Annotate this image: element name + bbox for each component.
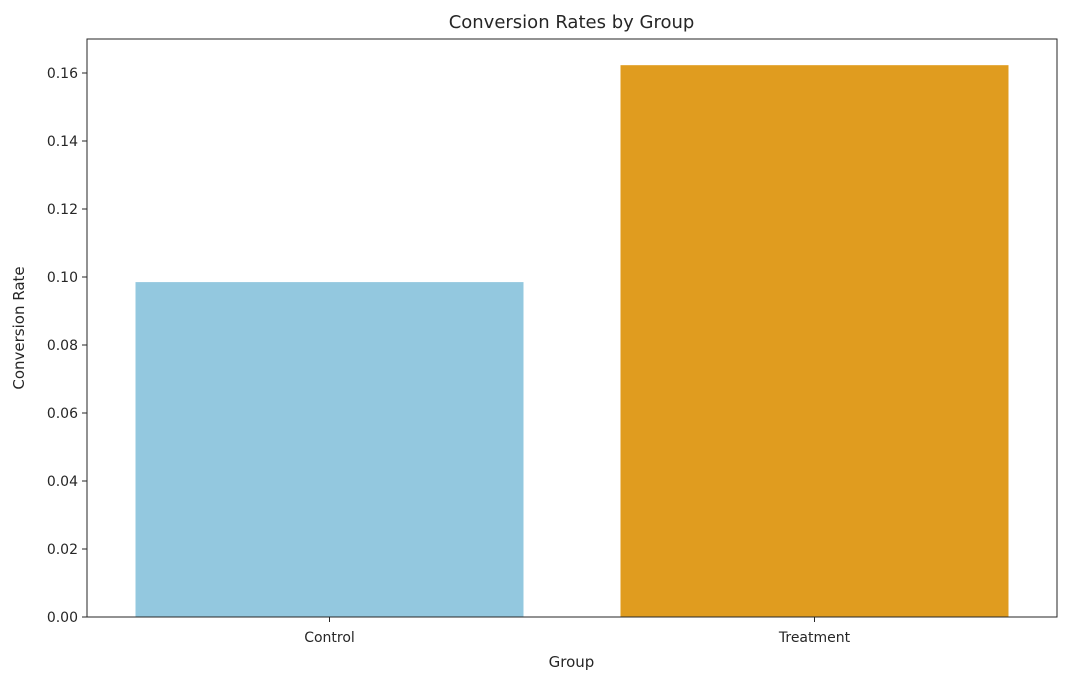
y-tick-label: 0.02	[47, 542, 78, 558]
y-tick-label: 0.16	[47, 66, 78, 82]
x-tick-label-treatment: Treatment	[778, 630, 851, 646]
y-tick-label: 0.08	[47, 338, 78, 354]
y-axis-title: Conversion Rate	[10, 266, 28, 389]
y-tick-label: 0.06	[47, 406, 78, 422]
y-axis: 0.00 0.02 0.04 0.06 0.08 0.10 0.12 0.14 0.16	[47, 66, 87, 626]
chart-title: Conversion Rates by Group	[449, 12, 695, 33]
y-tick-label: 0.04	[47, 474, 78, 490]
y-tick-label: 0.12	[47, 202, 78, 218]
x-tick-label-control: Control	[304, 630, 355, 646]
bars-group	[135, 65, 1009, 618]
y-tick-label: 0.14	[47, 134, 78, 150]
plot-frame	[86, 38, 1058, 618]
y-tick-label: 0.10	[47, 270, 78, 286]
x-axis-title: Group	[549, 653, 595, 671]
bar-control	[135, 282, 524, 617]
y-tick-label: 0.00	[47, 610, 78, 626]
x-axis: Control Treatment	[304, 617, 851, 646]
bar-treatment	[620, 65, 1009, 618]
